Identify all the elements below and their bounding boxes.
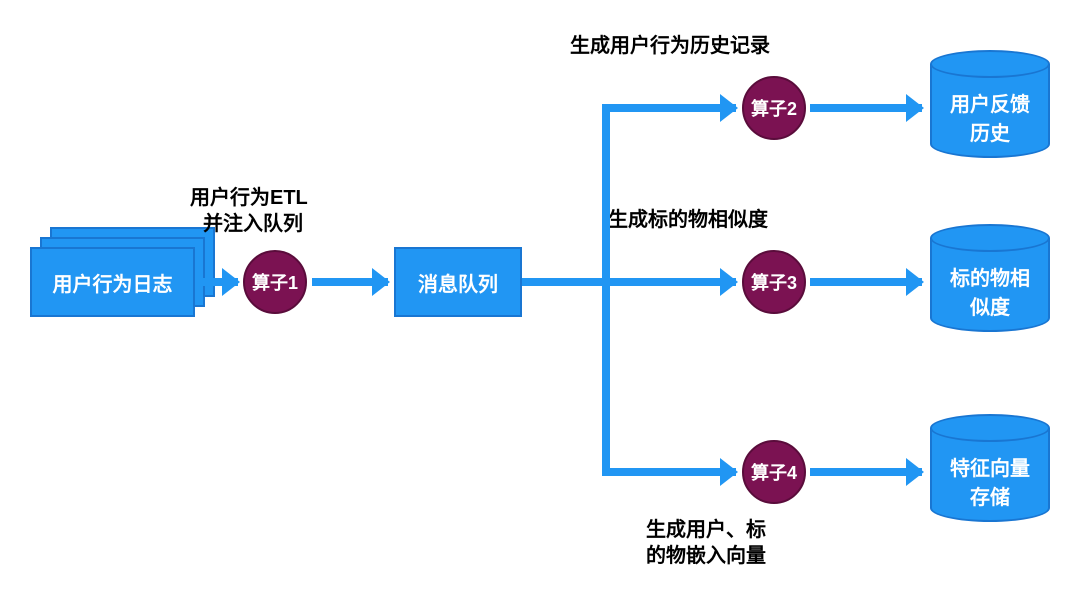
queue-node: 消息队列: [394, 247, 522, 317]
caption-op1-line2: 并注入队列: [203, 212, 303, 237]
log-stack-front: 用户行为日志: [30, 247, 195, 317]
caption-op4-line1: 生成用户、标: [646, 518, 766, 543]
db1-body: 用户反馈 历史: [930, 64, 1050, 158]
arrow-queue-to-op4: [522, 282, 736, 472]
db3-body: 特征向量 存储: [930, 428, 1050, 522]
db2-node: 标的物相 似度: [930, 224, 1050, 332]
op4-node: 算子4: [742, 440, 806, 504]
op4-label: 算子4: [751, 459, 797, 485]
caption-op1-line1: 用户行为ETL: [190, 186, 308, 211]
op1-node: 算子1: [243, 250, 307, 314]
db1-top: [930, 50, 1050, 78]
caption-op4-line2: 的物嵌入向量: [646, 544, 766, 569]
caption-op2: 生成用户行为历史记录: [570, 34, 770, 59]
queue-label: 消息队列: [418, 268, 498, 297]
log-stack-label: 用户行为日志: [53, 268, 173, 297]
db2-label-line1: 标的物相: [950, 262, 1030, 291]
db3-node: 特征向量 存储: [930, 414, 1050, 522]
caption-op3: 生成标的物相似度: [608, 208, 768, 233]
db2-body: 标的物相 似度: [930, 238, 1050, 332]
db1-node: 用户反馈 历史: [930, 50, 1050, 158]
op2-label: 算子2: [751, 95, 797, 121]
db3-label-line2: 存储: [950, 481, 1030, 510]
arrow-queue-to-op2: [522, 108, 736, 282]
db3-label-line1: 特征向量: [950, 452, 1030, 481]
op1-label: 算子1: [252, 269, 298, 295]
db3-top: [930, 414, 1050, 442]
db1-label-line2: 历史: [950, 117, 1030, 146]
db1-label-line1: 用户反馈: [950, 88, 1030, 117]
db2-top: [930, 224, 1050, 252]
op3-node: 算子3: [742, 250, 806, 314]
db2-label-line2: 似度: [950, 291, 1030, 320]
op3-label: 算子3: [751, 269, 797, 295]
op2-node: 算子2: [742, 76, 806, 140]
